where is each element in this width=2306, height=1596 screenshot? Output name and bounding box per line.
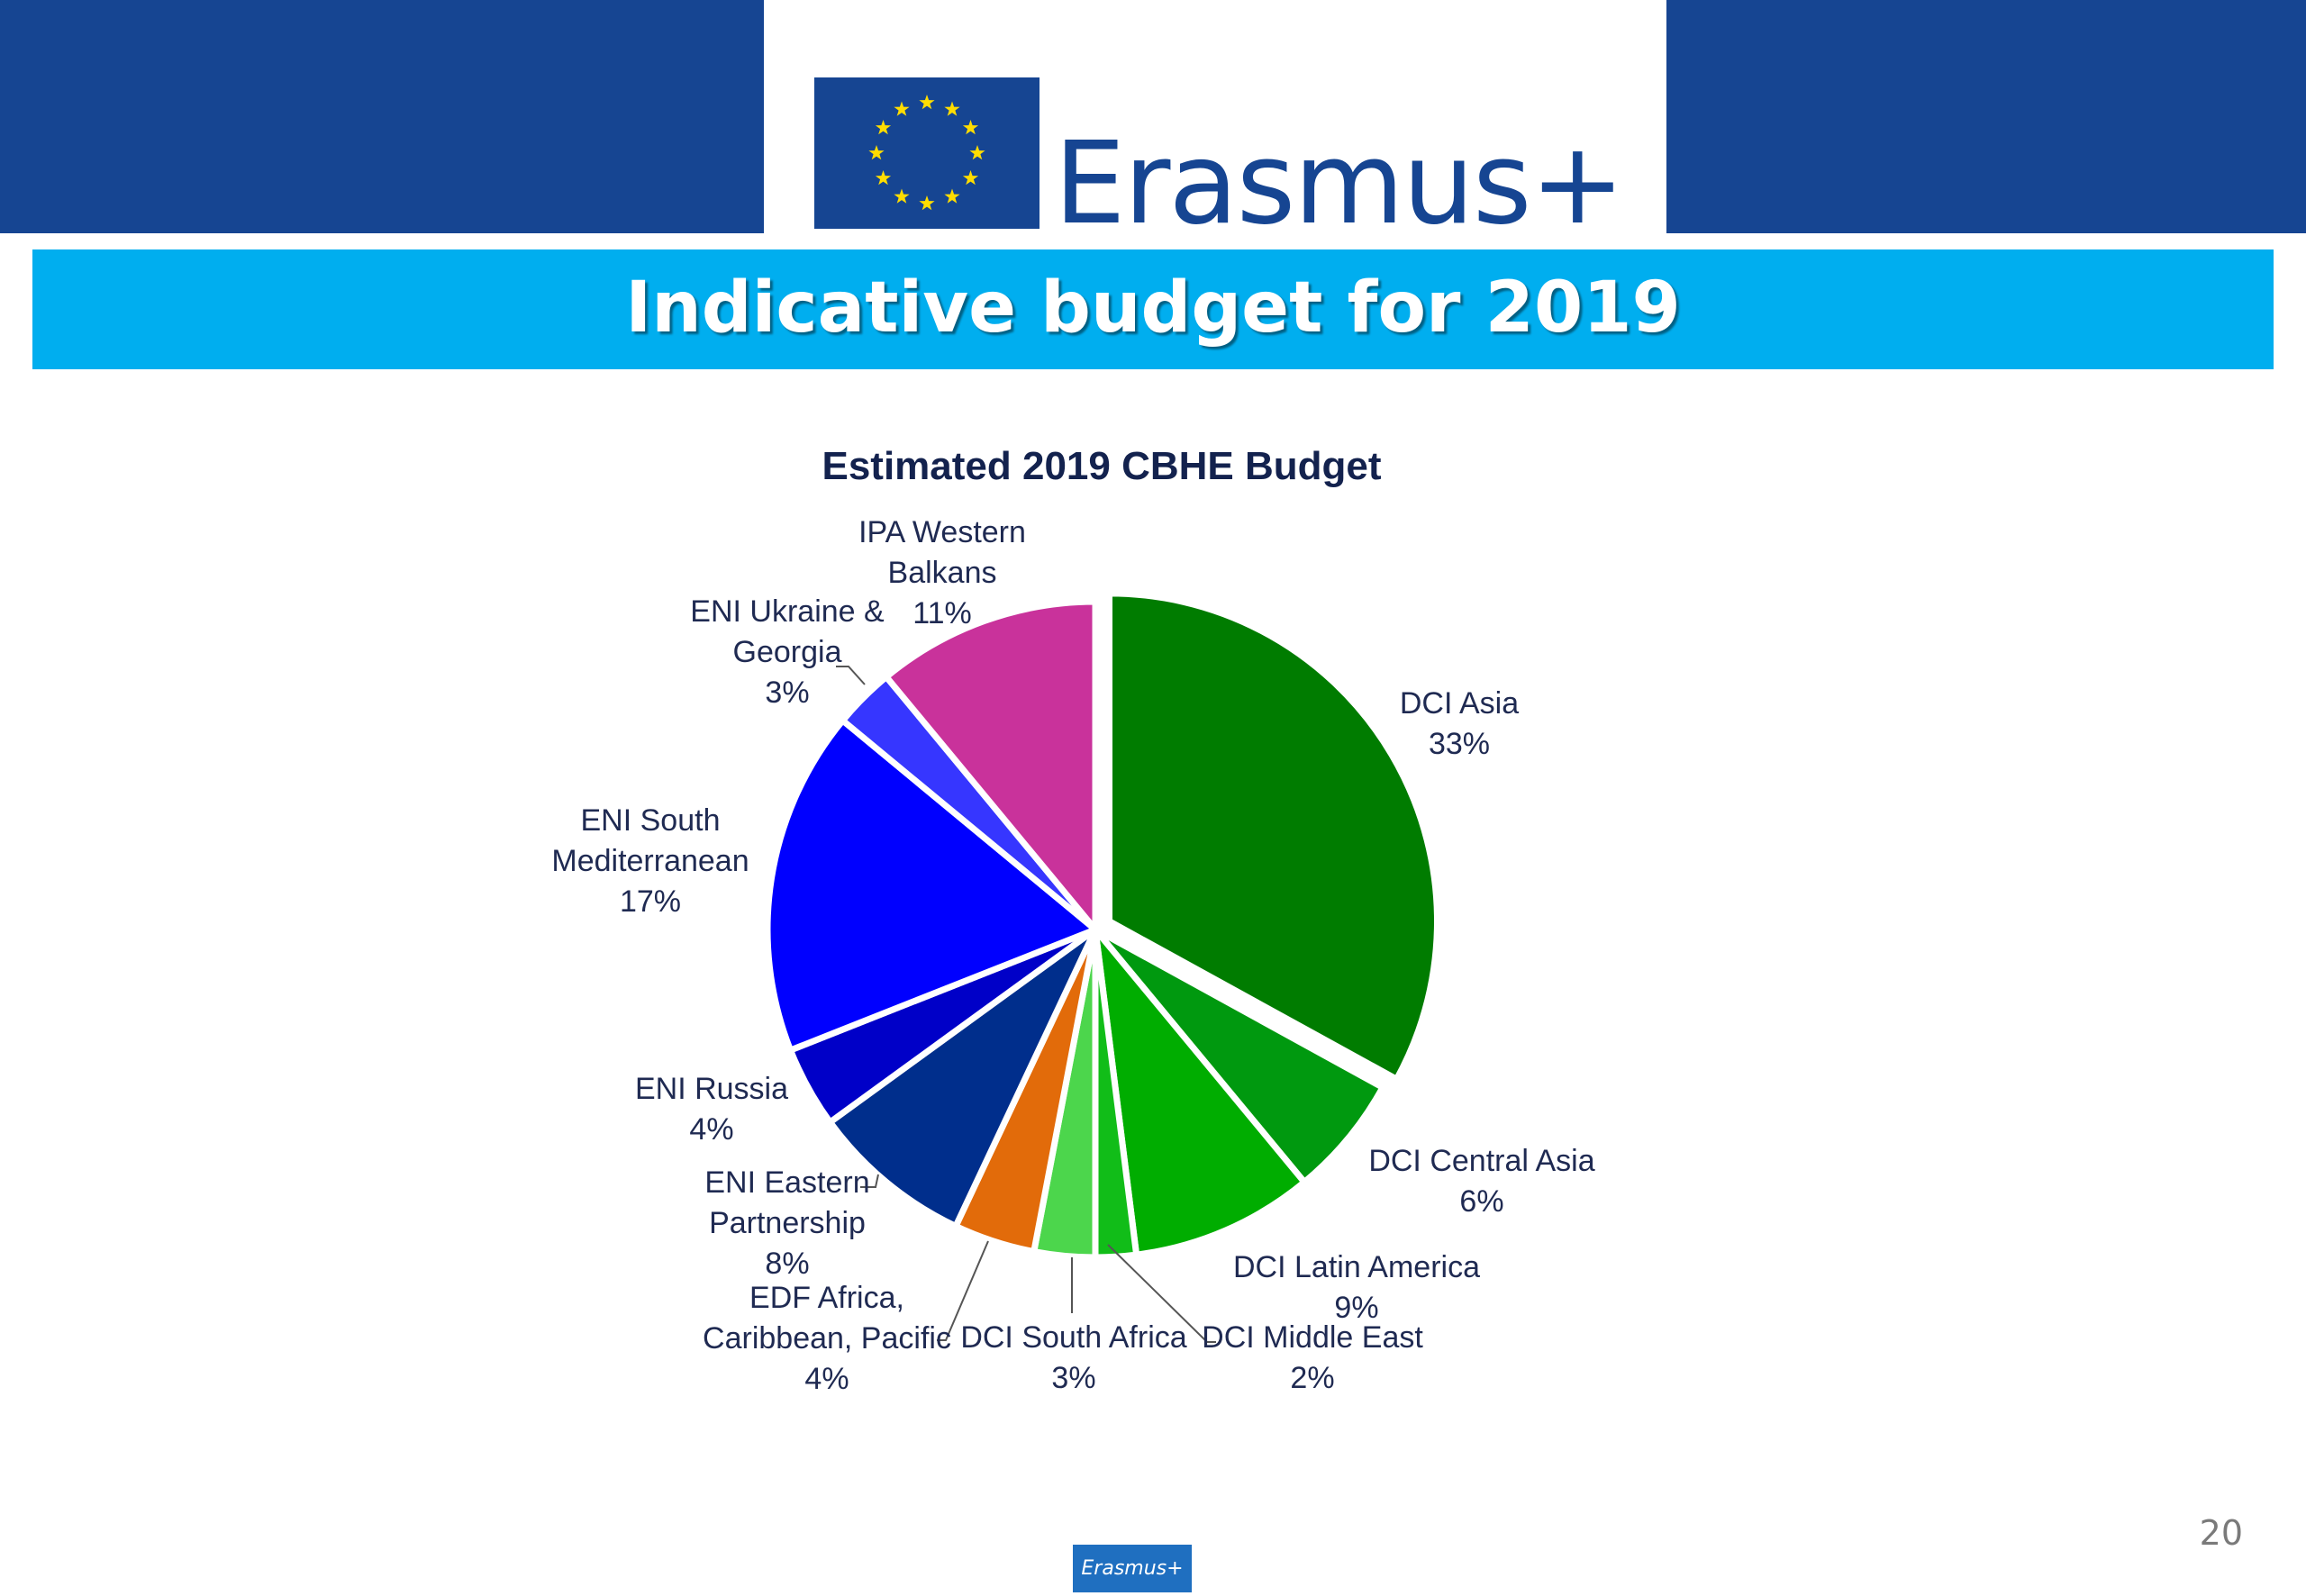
eu-star-icon <box>868 145 885 160</box>
slice-label: EDF Africa, Caribbean, Pacific 4% <box>703 1281 951 1396</box>
slice-label: ENI South Mediterranean 17% <box>551 803 749 919</box>
title-bar: Indicative budget for 2019 <box>32 249 2274 369</box>
pie-slice-dci-asia <box>1105 590 1440 1083</box>
logo-wordmark: Erasmus+ <box>1054 117 1625 249</box>
footer-erasmus-logo: Erasmus+ <box>1073 1545 1192 1592</box>
eu-star-icon <box>919 95 935 110</box>
slice-value-label: 6% <box>1459 1184 1503 1219</box>
slice-label: DCI Central Asia 6% <box>1368 1144 1594 1219</box>
header-band-right <box>1666 0 2306 233</box>
slice-label: IPA Western Balkans 11% <box>858 515 1026 630</box>
slice-label: ENI Eastern Partnership 8% <box>704 1165 869 1281</box>
eu-star-icon <box>944 188 960 204</box>
eu-star-icon <box>969 145 985 160</box>
eu-star-icon <box>962 170 979 186</box>
eu-flag-icon <box>814 77 1040 229</box>
slice-label: DCI Asia 33% <box>1400 686 1519 761</box>
pie-slice-dci-latin-america <box>1092 926 1308 1258</box>
header-band-left <box>0 0 764 233</box>
page-number: 20 <box>2199 1513 2243 1553</box>
erasmus-logo: Erasmus+ <box>764 0 1666 277</box>
slide-title: Indicative budget for 2019 <box>625 267 1681 349</box>
slice-value-label: 8% <box>765 1247 809 1281</box>
eu-star-icon <box>875 170 892 186</box>
slice-value-label: 33% <box>1429 727 1490 761</box>
slice-label: DCI South Africa 3% <box>960 1320 1186 1395</box>
slice-label: ENI Ukraine & Georgia 3% <box>690 594 885 710</box>
slice-value-label: 17% <box>620 884 681 919</box>
pie-slice-eni-eastern-partnership <box>827 926 1099 1229</box>
leader-line <box>836 666 866 685</box>
eu-star-icon <box>894 101 910 116</box>
slice-label: DCI Latin America 9% <box>1233 1250 1480 1325</box>
slice-label: DCI Middle East 2% <box>1202 1320 1423 1395</box>
eu-star-icon <box>919 195 935 211</box>
eu-star-icon <box>962 120 979 135</box>
leader-line <box>937 1240 989 1341</box>
eu-star-icon <box>875 120 892 135</box>
leader-line <box>1107 1244 1216 1343</box>
slice-value-label: 4% <box>804 1362 849 1396</box>
slice-value-label: 11% <box>912 596 972 630</box>
eu-star-icon <box>894 188 910 204</box>
slice-value-label: 9% <box>1334 1291 1378 1325</box>
eu-star-icon <box>944 101 960 116</box>
slice-label: ENI Russia 4% <box>635 1072 788 1147</box>
chart-title: Estimated 2019 CBHE Budget <box>822 444 1381 488</box>
leader-line <box>860 1174 879 1188</box>
slice-value-label: 2% <box>1290 1361 1334 1395</box>
pie-slice-eni-south-mediterranean <box>764 717 1099 1054</box>
pie-slice-ipa-western-balkans <box>883 598 1099 933</box>
slice-value-label: 3% <box>765 676 809 710</box>
slice-value-label: 4% <box>689 1112 733 1147</box>
slice-value-label: 3% <box>1051 1361 1095 1395</box>
